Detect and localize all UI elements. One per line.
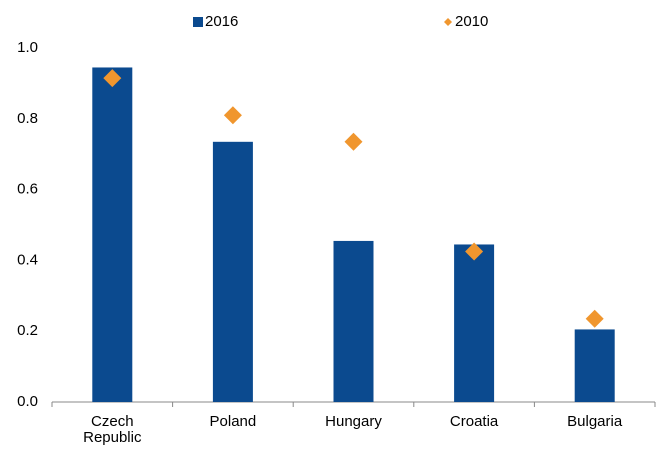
legend-swatch	[444, 18, 452, 26]
x-tick-label: Poland	[209, 413, 257, 430]
x-tick-label: Hungary	[325, 413, 382, 430]
y-tick-label: 0.0	[17, 393, 38, 410]
legend-label: 2010	[455, 13, 488, 30]
legend-swatch	[193, 17, 203, 27]
y-tick-label: 1.0	[17, 39, 38, 56]
bar	[212, 141, 253, 402]
bar	[574, 329, 615, 402]
y-tick-label: 0.4	[17, 251, 38, 268]
x-tick-label: Bulgaria	[567, 413, 623, 430]
diamond-marker	[344, 132, 363, 151]
y-tick-label: 0.2	[17, 322, 38, 339]
diamond-marker	[223, 106, 242, 125]
y-tick-label: 0.8	[17, 110, 38, 127]
diamond-marker	[585, 309, 604, 328]
y-tick-label: 0.6	[17, 181, 38, 198]
x-tick-label: Czech Republic	[83, 413, 142, 446]
bar	[333, 240, 374, 402]
bar	[454, 244, 495, 402]
diamond-marker	[465, 242, 484, 261]
diamond-marker	[103, 69, 122, 88]
legend-label: 2016	[205, 13, 238, 30]
bar	[92, 67, 133, 402]
x-tick-label: Croatia	[449, 413, 499, 430]
